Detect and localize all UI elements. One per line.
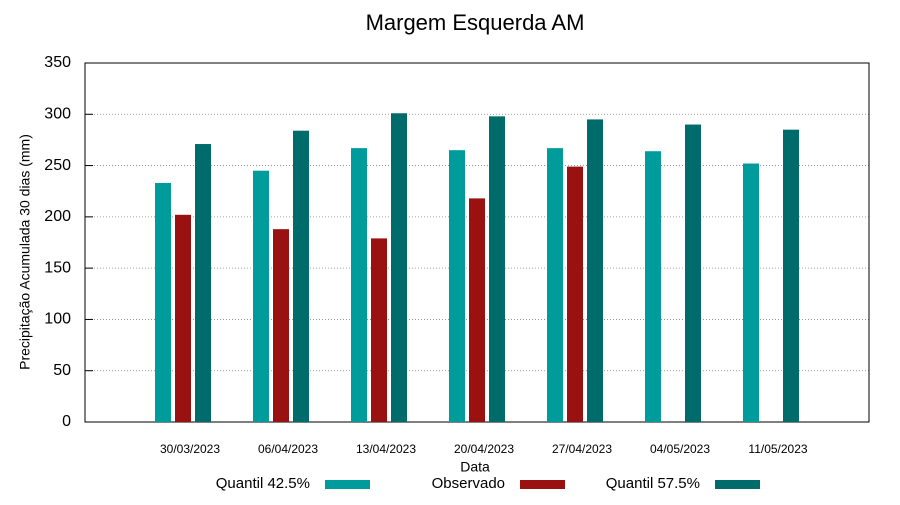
legend-label: Quantil 42.5% — [216, 475, 310, 492]
bar — [685, 124, 701, 423]
legend-swatch — [325, 480, 370, 489]
bar — [547, 148, 563, 423]
bar — [391, 113, 407, 422]
y-tick-label: 350 — [44, 54, 71, 71]
x-tick-label: 27/04/2023 — [552, 442, 612, 456]
bar — [175, 214, 191, 422]
bar — [489, 116, 505, 422]
bar — [195, 144, 211, 422]
bar — [743, 163, 759, 422]
legend-swatch — [715, 480, 760, 489]
y-tick-label: 0 — [62, 413, 71, 430]
bar — [567, 166, 583, 422]
x-tick-label: 20/04/2023 — [454, 442, 514, 456]
bar — [449, 150, 465, 422]
x-tick-label: 06/04/2023 — [258, 442, 318, 456]
y-tick-label: 250 — [44, 157, 71, 174]
y-tick-label: 150 — [44, 259, 71, 276]
y-tick-label: 50 — [53, 362, 71, 379]
legend-label: Quantil 57.5% — [606, 475, 700, 492]
y-tick-label: 300 — [44, 106, 71, 123]
x-axis-label: Data — [460, 459, 490, 475]
bar — [783, 129, 799, 422]
y-tick-label: 100 — [44, 311, 71, 328]
bar — [351, 148, 367, 423]
bar — [371, 238, 387, 422]
bar — [155, 183, 171, 422]
x-tick-label: 04/05/2023 — [650, 442, 710, 456]
bar — [293, 130, 309, 422]
bar — [587, 119, 603, 423]
bar — [253, 170, 269, 422]
x-tick-label: 30/03/2023 — [160, 442, 220, 456]
x-tick-label: 11/05/2023 — [748, 442, 807, 456]
legend-label: Observado — [432, 475, 505, 492]
bar — [273, 229, 289, 422]
chart-title: Margem Esquerda AM — [366, 10, 585, 35]
y-axis-label: Precipitação Acumulada 30 dias (mm) — [17, 134, 33, 370]
y-tick-label: 200 — [44, 208, 71, 225]
bar — [645, 151, 661, 422]
legend-swatch — [520, 480, 565, 489]
bar — [469, 198, 485, 422]
x-tick-label: 13/04/2023 — [356, 442, 416, 456]
